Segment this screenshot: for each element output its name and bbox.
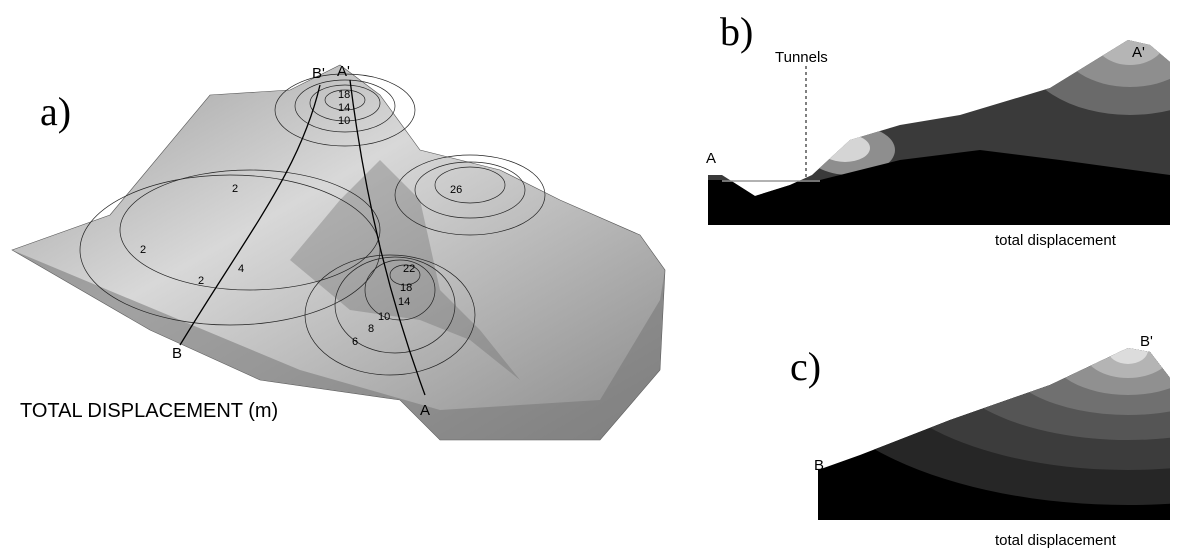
contour-label: 10 <box>338 115 350 127</box>
contour-label: 2 <box>198 275 204 287</box>
contours <box>79 73 546 376</box>
contour-label: 22 <box>403 263 415 275</box>
marker: A' <box>1132 44 1145 61</box>
panel-label: a) <box>40 89 71 134</box>
contour-label: 4 <box>238 263 244 275</box>
caption: total displacement <box>995 232 1117 249</box>
panel-label: b) <box>720 9 753 54</box>
annotation: Tunnels <box>775 49 828 66</box>
marker: B' <box>1140 333 1153 350</box>
contour-label: 8 <box>368 323 374 335</box>
caption: TOTAL DISPLACEMENT (m) <box>20 400 278 422</box>
marker: A <box>420 402 430 419</box>
marker: B <box>172 345 182 362</box>
contour-label: 14 <box>398 296 410 308</box>
marker: B <box>814 457 824 474</box>
section-b <box>708 40 1170 225</box>
marker: A' <box>337 63 350 80</box>
section-line-a <box>349 79 426 396</box>
contour-label: 6 <box>352 336 358 348</box>
contour-label: 26 <box>450 184 462 196</box>
section-line-b <box>179 84 321 346</box>
marker: A <box>706 150 716 167</box>
section-c <box>818 348 1170 520</box>
contour-label: 14 <box>338 102 350 114</box>
contour-label: 18 <box>400 282 412 294</box>
contour-label: 2 <box>140 244 146 256</box>
caption: total displacement <box>995 532 1117 549</box>
contour-label: 10 <box>378 311 390 323</box>
panel-label: c) <box>790 344 821 389</box>
panel-a: a) B' A' B A TOTAL DISPLACEMENT (m) 1814… <box>11 63 666 441</box>
terrain-shade <box>12 250 665 440</box>
contour-label: 2 <box>232 183 238 195</box>
marker: B' <box>312 65 325 82</box>
contour-label: 18 <box>338 89 350 101</box>
panel-c: c) B B' total displacement <box>790 333 1170 549</box>
ridge-shade <box>290 160 520 380</box>
panel-b: b) Tunnels A A' total displacement <box>706 9 1170 249</box>
